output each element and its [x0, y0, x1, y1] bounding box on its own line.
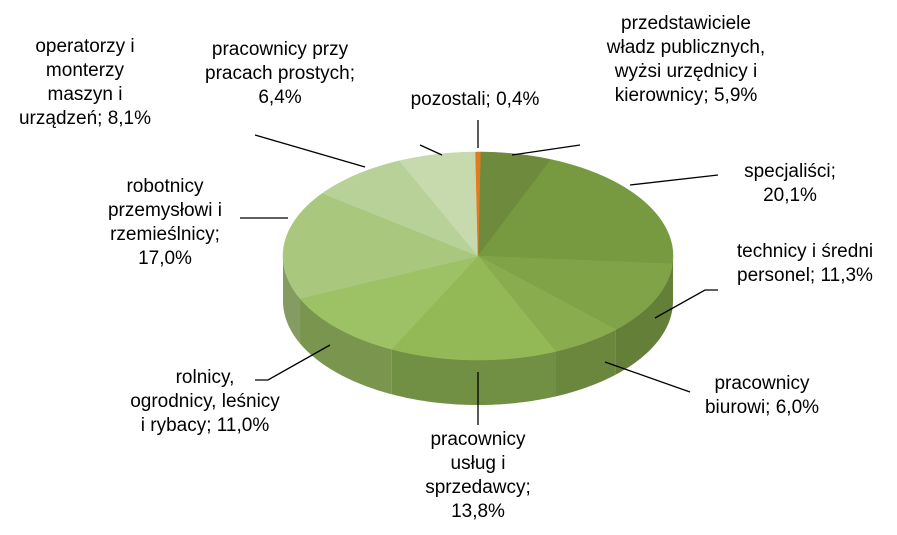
slice: [477, 159, 674, 265]
slice: [299, 255, 479, 350]
slice-side-shade: [300, 298, 392, 395]
leader-line: [419, 144, 443, 156]
data-label: pracownicy przy pracach prostych; 6,4%: [205, 39, 355, 108]
data-label: operatorzy i monterzy maszyn i urządzeń;…: [18, 36, 152, 129]
data-label: pracownicy biurowi; 6,0%: [704, 373, 820, 418]
leader-line: [255, 344, 331, 381]
data-label: pracownicy usług i sprzedawcy; 13,8%: [425, 429, 531, 522]
slice-side: [672, 256, 673, 309]
leader-line: [511, 144, 581, 156]
data-label: specjaliści; 20,1%: [744, 161, 836, 206]
slice: [475, 151, 481, 257]
leader-line: [604, 361, 691, 393]
slice-side: [555, 329, 616, 397]
data-label: pozostali; 0,4%: [410, 89, 540, 110]
slice-side-shade: [391, 349, 556, 405]
leader-line: [654, 289, 718, 319]
slice-side-shade: [555, 329, 616, 397]
slice: [477, 255, 617, 352]
slice-side: [391, 349, 556, 405]
slice-side: [615, 263, 673, 375]
leader-line: [629, 174, 719, 186]
data-label: robotnicy przemysłowi i rzemieślnicy; 17…: [107, 176, 223, 269]
slice-side-shade: [672, 256, 673, 309]
leader-line: [254, 134, 366, 168]
slice: [398, 151, 479, 257]
slice: [282, 193, 479, 299]
slice: [391, 255, 556, 361]
slice-side: [300, 298, 392, 395]
data-label: technicy i średni personel; 11,3%: [736, 241, 874, 286]
slice: [477, 255, 673, 330]
data-label: rolnicy, ogrodnicy, leśnicy i rybacy; 11…: [130, 367, 280, 436]
data-label: przedstawiciele władz publicznych, wyżsi…: [606, 13, 766, 106]
slice-side-shade: [615, 263, 673, 375]
slice: [321, 160, 479, 257]
